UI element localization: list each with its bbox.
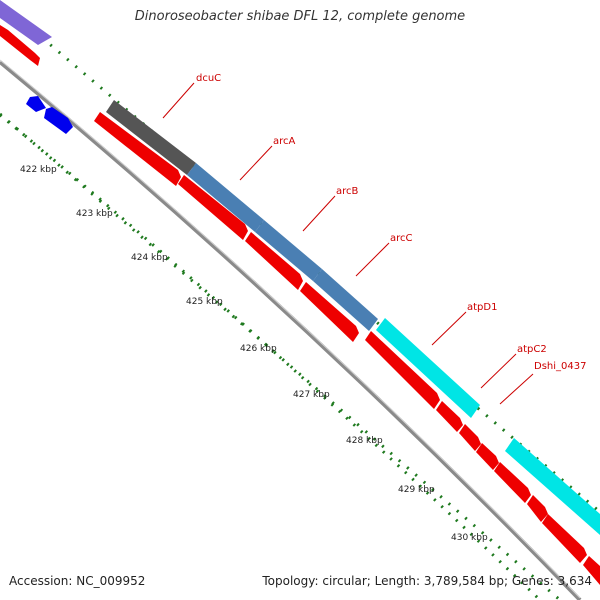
label-line-arcB: [302, 195, 336, 232]
label-line-atpD1: [431, 311, 467, 346]
gene-red-9: [494, 462, 531, 503]
scale-label: 425 kbp: [186, 297, 223, 307]
scale-label: 423 kbp: [76, 209, 113, 219]
gene-dcuC: [106, 100, 196, 175]
scale-label: 424 kbp: [131, 253, 168, 263]
gene-label-lines: [162, 82, 534, 405]
gene-red-10: [527, 495, 548, 522]
scale-label: 422 kbp: [20, 165, 57, 175]
scale-label: 428 kbp: [346, 436, 383, 446]
label-line-arcC: [355, 242, 390, 277]
gene-label-atpD1: atpD1: [467, 302, 497, 313]
gene-red-6: [436, 401, 463, 432]
gene-red-8: [476, 443, 499, 470]
middle-tick-row: [0, 112, 561, 600]
inner-tick-row: [0, 113, 542, 600]
scale-label: 427 kbp: [293, 390, 330, 400]
genome-backbone: [0, 60, 582, 600]
gene-red-2: [178, 175, 248, 240]
gene-red-12: [583, 556, 600, 585]
accession-text: Accession: NC_009952: [9, 574, 146, 588]
label-line-Dshi_0437: [499, 373, 534, 405]
gene-red-5: [365, 331, 440, 409]
gene-block-blue-small: [26, 96, 46, 112]
gene-arcB: [255, 220, 322, 281]
gene-red-11: [542, 514, 587, 563]
gene-block-blue-large: [44, 107, 73, 134]
gene-atpD1: [376, 318, 480, 418]
scale-label: 426 kbp: [240, 344, 277, 354]
gene-red-1: [94, 112, 181, 186]
genome-backbone-highlight: [0, 59, 581, 599]
label-line-dcuC: [162, 82, 195, 119]
gene-block-red-topleft: [0, 25, 40, 66]
gene-label-dcuC: dcuC: [196, 73, 221, 84]
gene-label-arcA: arcA: [273, 136, 296, 147]
gene-label-Dshi_0437: Dshi_0437: [534, 361, 586, 372]
scale-label: 429 kbp: [398, 485, 435, 495]
map-title: Dinoroseobacter shibae DFL 12, complete …: [134, 9, 466, 24]
gene-label-atpC2: atpC2: [517, 344, 547, 355]
scale-ticks: 422 kbp 423 kbp 424 kbp 425 kbp 426 kbp 427 k…: [0, 113, 542, 600]
gene-labels: dcuC arcA arcB arcC atpD1 atpC2 Dshi_043…: [196, 73, 586, 372]
gene-label-arcB: arcB: [336, 186, 359, 197]
gene-red-4: [300, 282, 359, 342]
gene-cyan-lower: [505, 438, 600, 535]
gene-label-arcC: arcC: [390, 233, 413, 244]
gene-arcC: [313, 269, 378, 331]
gene-arcA: [187, 163, 264, 232]
topology-summary: Topology: circular; Length: 3,789,584 bp…: [262, 574, 592, 588]
label-line-arcA: [239, 145, 273, 181]
gene-red-3: [245, 232, 303, 290]
gene-block-purple: [0, 0, 52, 45]
gene-red-7: [459, 424, 481, 451]
label-line-atpC2: [480, 353, 517, 389]
scale-label: 430 kbp: [451, 533, 488, 543]
